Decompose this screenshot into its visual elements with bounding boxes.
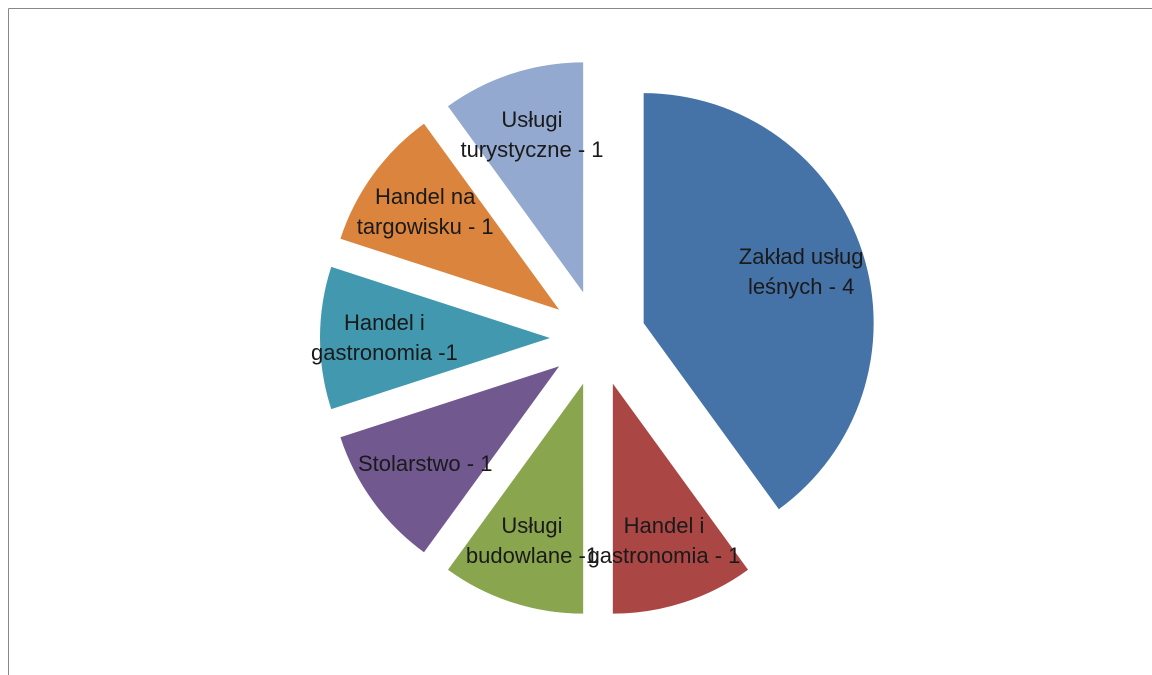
- slice-label: Handel i gastronomia - 1: [587, 513, 741, 569]
- slice-label: Usługi budowlane -1: [465, 513, 599, 569]
- pie-slice: [447, 62, 584, 293]
- slice-label: Handel na targowisku - 1: [356, 184, 494, 240]
- pie-slice: [319, 266, 550, 410]
- slice-label: Stolarstwo - 1: [357, 450, 493, 476]
- slice-label: Handel i gastronomia -1: [311, 310, 458, 365]
- pie-slice: [340, 123, 560, 310]
- slice-label: Zakład usług leśnych - 4: [738, 243, 864, 299]
- pie-slice: [612, 383, 749, 614]
- pie-slice: [643, 93, 874, 510]
- pie-slice: [447, 383, 584, 614]
- slice-label: Usługi turystyczne - 1: [460, 106, 604, 162]
- pie-slice: [340, 366, 560, 553]
